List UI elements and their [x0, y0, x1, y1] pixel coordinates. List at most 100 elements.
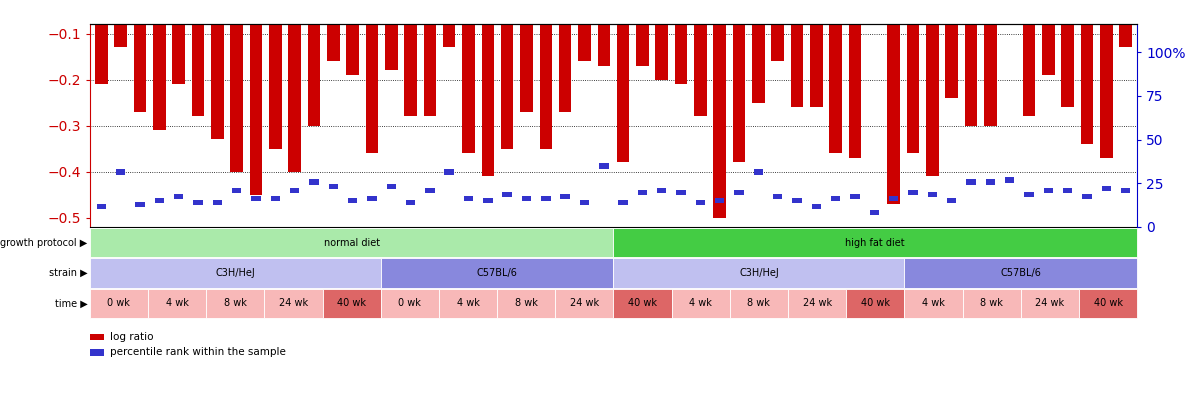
Bar	[889, 196, 899, 201]
Bar	[425, 188, 435, 193]
Bar	[193, 200, 202, 205]
Bar	[541, 196, 551, 201]
Text: 4 wk: 4 wk	[922, 298, 944, 308]
Bar	[598, 163, 608, 169]
Bar	[522, 196, 531, 201]
Bar	[367, 196, 377, 201]
Bar	[657, 188, 667, 193]
Bar	[309, 179, 318, 185]
Bar	[616, 0, 630, 162]
Bar	[578, 0, 591, 61]
Text: C3H/HeJ: C3H/HeJ	[215, 268, 255, 278]
Bar	[290, 188, 299, 193]
Bar	[676, 190, 686, 195]
Text: 40 wk: 40 wk	[338, 298, 366, 308]
Bar	[928, 192, 937, 197]
Bar	[348, 198, 357, 203]
Bar	[1062, 0, 1074, 107]
Bar	[308, 0, 321, 126]
Bar	[1119, 0, 1132, 47]
Bar	[1005, 177, 1014, 183]
Bar	[500, 0, 514, 149]
Bar	[619, 200, 628, 205]
Bar	[984, 0, 997, 126]
Text: high fat diet: high fat diet	[845, 238, 905, 247]
Text: 8 wk: 8 wk	[747, 298, 771, 308]
Bar	[540, 0, 552, 149]
Bar	[830, 0, 841, 153]
Text: 8 wk: 8 wk	[515, 298, 537, 308]
Text: 24 wk: 24 wk	[802, 298, 832, 308]
Bar	[443, 0, 456, 47]
Bar	[97, 204, 107, 209]
Bar	[192, 0, 205, 116]
Bar	[909, 190, 918, 195]
Text: 4 wk: 4 wk	[456, 298, 480, 308]
Bar	[887, 0, 900, 204]
Bar	[251, 196, 261, 201]
Bar	[174, 194, 183, 199]
Bar	[484, 198, 492, 203]
Bar	[906, 0, 919, 153]
Bar	[153, 0, 165, 130]
Bar	[463, 196, 473, 201]
Bar	[134, 0, 146, 112]
Text: 0 wk: 0 wk	[399, 298, 421, 308]
Text: C57BL/6: C57BL/6	[476, 268, 517, 278]
Bar	[232, 188, 242, 193]
Bar	[752, 0, 765, 102]
Bar	[638, 190, 648, 195]
Bar	[1120, 188, 1130, 193]
Bar	[481, 0, 494, 176]
Text: 4 wk: 4 wk	[689, 298, 712, 308]
Bar	[946, 0, 958, 98]
Text: C57BL/6: C57BL/6	[1001, 268, 1041, 278]
Bar	[849, 0, 862, 158]
Bar	[250, 0, 262, 194]
Bar	[810, 0, 822, 107]
Bar	[288, 0, 300, 172]
Text: normal diet: normal diet	[323, 238, 379, 247]
Bar	[95, 0, 108, 84]
Bar	[1081, 0, 1093, 144]
Bar	[1025, 192, 1034, 197]
Bar	[1101, 185, 1111, 191]
Bar	[115, 0, 127, 47]
Bar	[715, 198, 724, 203]
Bar	[812, 204, 821, 209]
Bar	[154, 198, 164, 203]
Text: 40 wk: 40 wk	[1094, 298, 1123, 308]
Text: 24 wk: 24 wk	[279, 298, 308, 308]
Text: time ▶: time ▶	[55, 298, 87, 308]
Bar	[966, 179, 976, 185]
Bar	[947, 198, 956, 203]
Bar	[754, 169, 764, 175]
Bar	[172, 0, 186, 84]
Text: log ratio: log ratio	[110, 332, 153, 342]
Bar	[1044, 188, 1053, 193]
Bar	[636, 0, 649, 66]
Bar	[850, 194, 859, 199]
Bar	[327, 0, 340, 61]
Text: 0 wk: 0 wk	[108, 298, 130, 308]
Bar	[346, 0, 359, 75]
Bar	[560, 194, 570, 199]
Text: 4 wk: 4 wk	[165, 298, 188, 308]
Bar	[926, 0, 938, 176]
Text: strain ▶: strain ▶	[49, 268, 87, 278]
Bar	[213, 200, 221, 205]
Bar	[597, 0, 610, 66]
Bar	[135, 202, 145, 207]
Text: 24 wk: 24 wk	[1035, 298, 1064, 308]
Bar	[405, 0, 417, 116]
Bar	[444, 169, 454, 175]
Text: 8 wk: 8 wk	[224, 298, 247, 308]
Bar	[559, 0, 571, 112]
Bar	[735, 190, 743, 195]
Bar	[695, 200, 705, 205]
Bar	[406, 200, 415, 205]
Text: percentile rank within the sample: percentile rank within the sample	[110, 347, 286, 357]
Bar	[771, 0, 784, 61]
Text: growth protocol ▶: growth protocol ▶	[0, 238, 87, 247]
Bar	[328, 183, 338, 189]
